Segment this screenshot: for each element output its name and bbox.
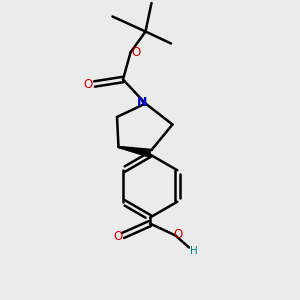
Text: O: O: [84, 77, 93, 91]
Text: O: O: [132, 46, 141, 59]
Text: O: O: [174, 227, 183, 241]
Polygon shape: [118, 146, 151, 158]
Text: N: N: [137, 95, 148, 109]
Text: O: O: [114, 230, 123, 244]
Text: H: H: [190, 245, 197, 256]
